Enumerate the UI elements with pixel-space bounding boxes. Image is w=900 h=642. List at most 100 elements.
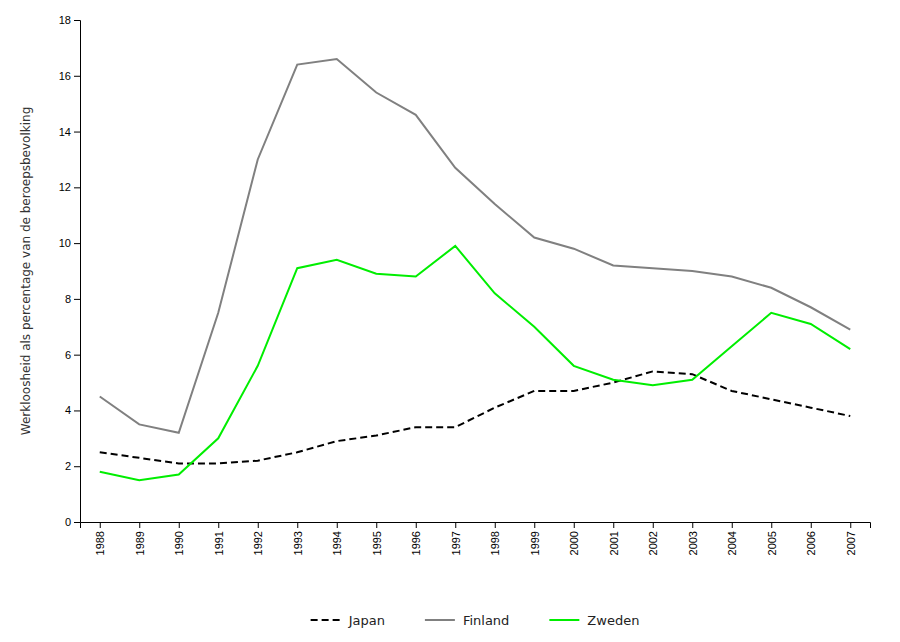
x-tick: 1989: [134, 522, 146, 555]
x-tick-label: 1990: [173, 531, 185, 555]
y-tick-mark: [74, 187, 80, 188]
x-tick-mark: [850, 522, 851, 528]
x-tick-label: 2006: [805, 531, 817, 555]
series-line: [100, 371, 851, 463]
x-tick: 1991: [213, 522, 225, 555]
y-tick: 10: [59, 237, 80, 249]
legend-item: Finland: [425, 613, 509, 628]
x-tick-mark: [100, 522, 101, 528]
x-tick-label: 2002: [647, 531, 659, 555]
y-tick-label: 14: [59, 126, 71, 138]
legend-item: Zweden: [549, 613, 639, 628]
plot: 1988 1989 1990 1991 1992 1993 1994 1995 1996 1997…: [19, 14, 871, 555]
x-tick-mark: [179, 522, 180, 528]
y-tick-label: 2: [65, 460, 71, 472]
y-tick: 16: [59, 70, 80, 82]
x-tick: 1992: [252, 522, 264, 555]
legend-label: Zweden: [587, 613, 639, 628]
y-tick-label: 8: [65, 293, 71, 305]
x-tick-mark: [771, 522, 772, 528]
x-tick-label: 1999: [529, 531, 541, 555]
x-tick: 2000: [568, 522, 580, 555]
x-tick-label: 2001: [608, 531, 620, 555]
x-tick-mark: [376, 522, 377, 528]
y-tick: 8: [65, 293, 80, 305]
x-tick: 2001: [608, 522, 620, 555]
y-tick: 14: [59, 126, 80, 138]
x-tick-label: 1991: [213, 531, 225, 555]
lines: [100, 59, 851, 480]
x-tick-label: 1995: [371, 531, 383, 555]
x-tick-label: 2005: [766, 531, 778, 555]
y-tick-mark: [74, 355, 80, 356]
x-tick: 2002: [647, 522, 659, 555]
legend-swatch: [549, 619, 579, 621]
x-tick: 2003: [687, 522, 699, 555]
x-tick: 1994: [331, 522, 343, 555]
y-tick: 6: [65, 349, 80, 361]
y-tick: 0: [65, 516, 80, 528]
x-tick-label: 1989: [134, 531, 146, 555]
x-tick-mark: [534, 522, 535, 528]
x-tick: 2007: [845, 522, 857, 555]
y-tick-mark: [74, 522, 80, 523]
y-tick-label: 16: [59, 70, 71, 82]
x-tick-label: 1992: [252, 531, 264, 555]
x-tick-mark: [495, 522, 496, 528]
series-line: [100, 59, 851, 433]
y-tick-mark: [74, 410, 80, 411]
y-axis-label: Werkloosheid als percentage van de beroe…: [19, 107, 33, 436]
y-tick-mark: [74, 132, 80, 133]
y-tick-label: 4: [65, 404, 71, 416]
x-tick-label: 1988: [94, 531, 106, 555]
x-tick-mark: [139, 522, 140, 528]
x-tick-mark: [653, 522, 654, 528]
x-tick: 1995: [371, 522, 383, 555]
y-tick-mark: [74, 466, 80, 467]
x-tick: 1999: [529, 522, 541, 555]
y-tick: 4: [65, 404, 80, 416]
legend-label: Finland: [463, 613, 509, 628]
y-axis-line: [74, 21, 81, 523]
chart: 1988 1989 1990 1991 1992 1993 1994 1995 1996 1997…: [0, 0, 900, 642]
x-tick-label: 2007: [845, 531, 857, 555]
x-axis: 1988 1989 1990 1991 1992 1993 1994 1995 1996 1997…: [81, 522, 871, 555]
x-tick-label: 1996: [410, 531, 422, 555]
y-axis: 0 2 4 6 8 10 12 14 16 18: [59, 14, 81, 528]
y-tick-label: 12: [59, 181, 71, 193]
x-tick-label: 1993: [292, 531, 304, 555]
y-tick-mark: [74, 76, 80, 77]
x-tick-label: 2000: [568, 531, 580, 555]
x-tick: 1988: [94, 522, 106, 555]
y-tick-mark: [74, 20, 80, 21]
x-tick-label: 1997: [450, 531, 462, 555]
x-tick-label: 1994: [331, 531, 343, 555]
legend-item: Japan: [311, 613, 385, 628]
series-line: [100, 246, 851, 480]
x-tick-mark: [811, 522, 812, 528]
x-tick: 2006: [805, 522, 817, 555]
x-tick: 1990: [173, 522, 185, 555]
y-tick-mark: [74, 299, 80, 300]
x-tick: 1997: [450, 522, 462, 555]
x-tick-mark: [297, 522, 298, 528]
y-tick-mark: [74, 243, 80, 244]
x-tick-label: 2003: [687, 531, 699, 555]
x-tick-mark: [455, 522, 456, 528]
x-tick: 2005: [766, 522, 778, 555]
y-tick: 18: [59, 14, 80, 26]
x-tick: 1993: [292, 522, 304, 555]
x-tick-label: 1998: [489, 531, 501, 555]
y-tick-label: 18: [59, 14, 71, 26]
x-tick-mark: [692, 522, 693, 528]
x-tick-mark: [258, 522, 259, 528]
x-tick-mark: [574, 522, 575, 528]
y-tick-label: 0: [65, 516, 71, 528]
legend-swatch: [311, 619, 341, 621]
x-tick-mark: [337, 522, 338, 528]
x-tick-mark: [732, 522, 733, 528]
legend: Japan Finland Zweden: [311, 613, 640, 628]
x-tick-mark: [613, 522, 614, 528]
x-tick-label: 2004: [726, 531, 738, 555]
x-axis-line: [81, 523, 871, 529]
